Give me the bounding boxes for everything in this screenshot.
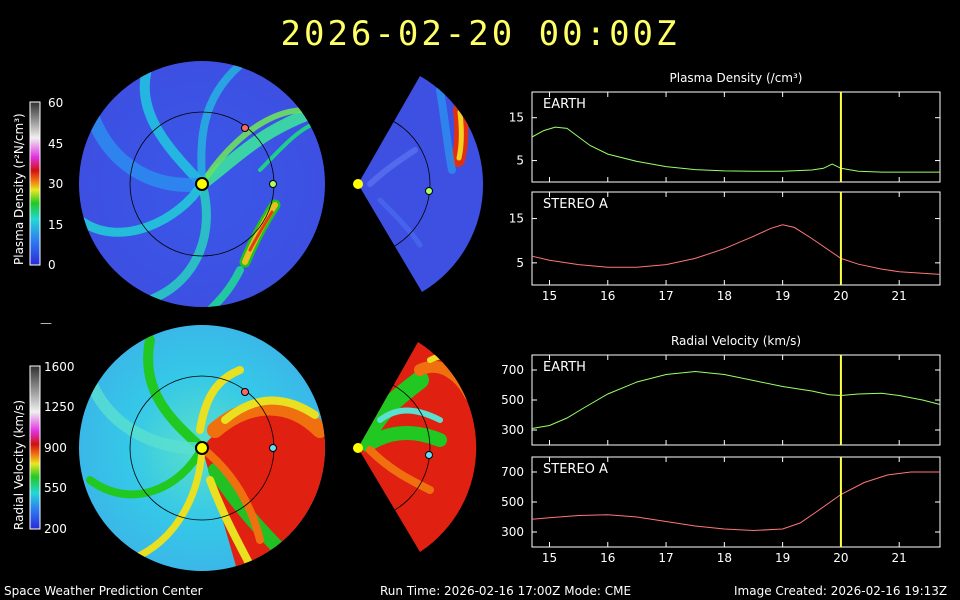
earth-marker-wedge xyxy=(425,187,433,195)
velocity-colorbar-label: Radial Velocity (km/s) xyxy=(12,399,26,530)
density-timeseries: Plasma Density (/cm³) 5 15 EARTH 5 15 STEREO A… xyxy=(509,71,941,303)
y-tick-label: 500 xyxy=(501,393,524,407)
y-tick-label: 700 xyxy=(501,363,524,377)
density-meridional-wedge xyxy=(358,76,484,292)
y-tick-label: 15 xyxy=(509,212,524,226)
panel-frame xyxy=(531,354,941,446)
earth-marker xyxy=(269,180,277,188)
y-tick-label: 700 xyxy=(501,465,524,479)
x-tick-label: 16 xyxy=(600,289,615,303)
velocity-colorbar xyxy=(29,365,41,530)
earth-marker-wedge-velocity xyxy=(425,451,433,459)
y-tick-label: 5 xyxy=(516,154,524,168)
density-tick: 60 xyxy=(48,96,64,110)
x-tick-label: 20 xyxy=(833,551,848,565)
x-tick-label: 15 xyxy=(542,551,557,565)
panel-frame xyxy=(531,91,941,183)
x-tick-label: 18 xyxy=(717,551,732,565)
velocity-tick: 1250 xyxy=(44,400,75,414)
density-tick: 45 xyxy=(48,137,64,151)
footer-credit: Space Weather Prediction Center xyxy=(4,584,203,598)
page-title: 2026-02-20 00:00Z xyxy=(280,14,680,54)
x-tick-label: 19 xyxy=(775,289,790,303)
x-tick-label: 20 xyxy=(833,289,848,303)
density-tick: 30 xyxy=(48,177,64,191)
x-tick-label: 21 xyxy=(892,289,907,303)
x-tick-label: 19 xyxy=(775,551,790,565)
y-tick-label: 300 xyxy=(501,525,524,539)
series-line-stereo-a xyxy=(531,471,940,532)
series-line-earth xyxy=(531,126,940,173)
velocity-tick: 200 xyxy=(44,522,67,536)
velocity-tick: 1600 xyxy=(44,360,75,374)
x-tick-label: 16 xyxy=(600,551,615,565)
x-tick-label: 21 xyxy=(892,551,907,565)
density-colorbar xyxy=(29,101,41,266)
earth-marker-velocity xyxy=(269,444,277,452)
x-tick-label: 17 xyxy=(658,551,673,565)
x-tick-label: 18 xyxy=(717,289,732,303)
x-tick-label: 17 xyxy=(658,289,673,303)
velocity-tick: 900 xyxy=(44,441,67,455)
chart-title: Radial Velocity (km/s) xyxy=(671,334,801,348)
x-tick-label: 15 xyxy=(542,289,557,303)
sun-marker-wedge xyxy=(353,179,363,189)
density-tick: 0 xyxy=(48,258,56,272)
velocity-tick: 550 xyxy=(44,481,67,495)
panel-label: STEREO A xyxy=(543,197,608,212)
panel-frame xyxy=(531,191,941,286)
separator-mark: — xyxy=(40,316,52,330)
y-tick-label: 300 xyxy=(501,423,524,437)
footer-image-created: Image Created: 2026-02-16 19:13Z xyxy=(734,584,948,598)
sun-marker xyxy=(195,177,209,191)
stereo-a-marker xyxy=(241,124,249,132)
series-line-earth xyxy=(531,370,941,429)
panel-label: STEREO A xyxy=(543,462,608,477)
chart-title: Plasma Density (/cm³) xyxy=(670,71,803,85)
density-tick: 15 xyxy=(48,218,64,232)
panel-label: EARTH xyxy=(543,97,586,112)
sun-marker-velocity xyxy=(195,441,209,455)
density-colorbar-label: Plasma Density (r²N/cm³) xyxy=(12,113,26,265)
stereo-a-marker-velocity xyxy=(241,388,249,396)
panel-frame xyxy=(531,456,941,548)
y-tick-label: 500 xyxy=(501,495,524,509)
y-tick-label: 15 xyxy=(509,111,524,125)
series-line-stereo-a xyxy=(531,224,941,275)
sun-marker-wedge-velocity xyxy=(353,443,363,453)
footer-run-time: Run Time: 2026-02-16 17:00Z Mode: CME xyxy=(380,584,632,598)
y-tick-label: 5 xyxy=(516,256,524,270)
panel-label: EARTH xyxy=(543,360,586,375)
velocity-timeseries: Radial Velocity (km/s) 300 500 700 EARTH 300 5… xyxy=(501,334,941,565)
